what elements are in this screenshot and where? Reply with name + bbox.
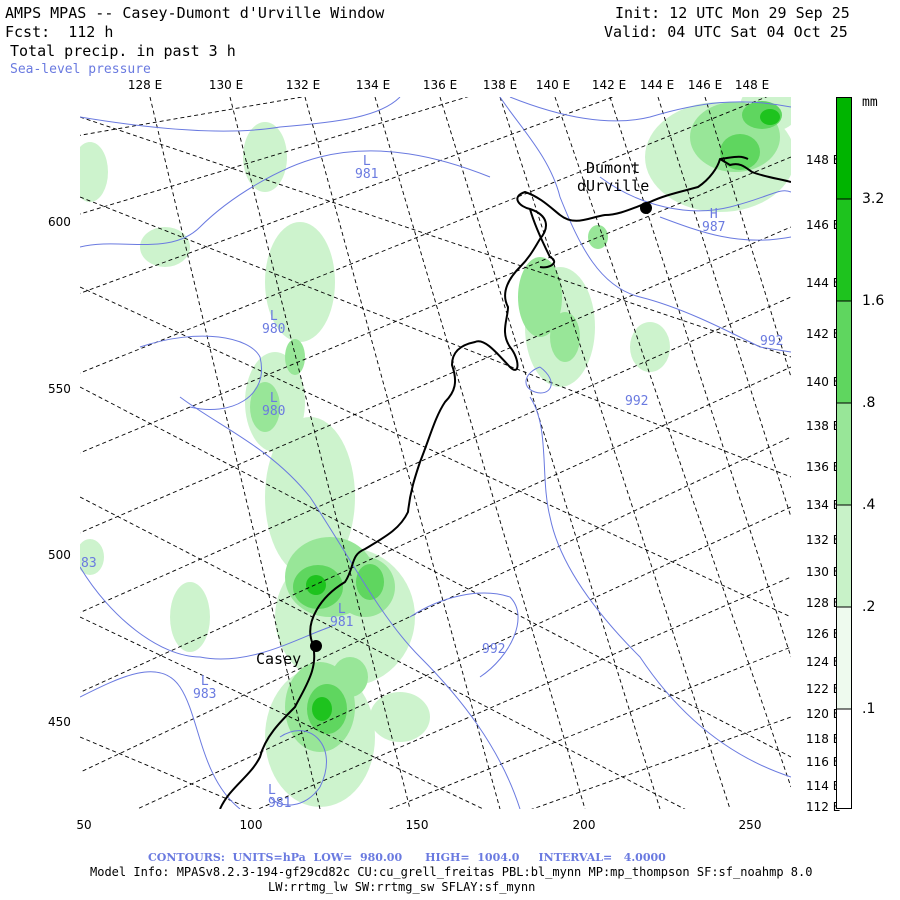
lon-label: 120 E — [806, 707, 841, 721]
colorbar-level: .8 — [862, 395, 876, 411]
colorbar-frame — [836, 97, 852, 809]
lon-label: 128 E — [127, 78, 163, 92]
lon-label: 136 E — [806, 460, 841, 474]
y-tick-label: 500 — [48, 548, 71, 562]
model-info: Model Info: MPASv8.2.3-194-gf29cd82c CU:… — [90, 865, 813, 879]
lon-label: 138 E — [806, 419, 841, 433]
lon-label: 126 E — [806, 627, 841, 641]
colorbar-bin — [836, 97, 852, 199]
lon-label: 148 E — [734, 78, 770, 92]
pressure-label: L 981 — [268, 783, 292, 811]
lon-label: 136 E — [422, 78, 458, 92]
pressure-label: L 981 — [355, 154, 379, 182]
overlay-name: Sea-level pressure — [10, 62, 151, 77]
lon-label: 114 E — [806, 779, 841, 793]
x-tick-label: 150 — [405, 818, 429, 832]
colorbar-level: 1.6 — [862, 293, 885, 309]
pressure-label: L 980 — [262, 309, 286, 337]
lon-label: 134 E — [355, 78, 391, 92]
colorbar-bin — [836, 199, 852, 301]
pressure-label: 992 — [760, 334, 784, 349]
y-tick-label: 600 — [48, 215, 71, 229]
lon-label: 132 E — [806, 533, 841, 547]
dumont-station-marker — [640, 202, 652, 214]
lon-label: 140 E — [806, 375, 841, 389]
colorbar-bin — [836, 709, 852, 809]
colorbar-level: .4 — [862, 497, 876, 513]
pressure-label: H 987 — [702, 207, 726, 235]
x-tick-label: 50 — [76, 818, 92, 832]
lon-label: 128 E — [806, 596, 841, 610]
casey-label: Casey — [256, 650, 302, 668]
x-tick-label: 250 — [738, 818, 762, 832]
lon-label: 144 E — [639, 78, 675, 92]
colorbar-bin — [836, 301, 852, 403]
colorbar-bin — [836, 505, 852, 607]
graticule — [80, 97, 791, 809]
lon-label: 130 E — [806, 565, 841, 579]
colorbar — [836, 97, 852, 809]
lon-label: 134 E — [806, 498, 841, 512]
lon-label: 112 E — [806, 800, 841, 814]
map-title: AMPS MPAS -- Casey-Dumont d'Urville Wind… — [5, 4, 385, 22]
lon-label: 142 E — [591, 78, 627, 92]
lon-label: 116 E — [806, 755, 841, 769]
precip-map — [80, 97, 791, 809]
lon-label: 146 E — [687, 78, 723, 92]
dumont-label: Dumont dUrville — [577, 159, 650, 195]
pressure-label: L 981 — [330, 602, 354, 630]
x-tick-label: 100 — [239, 818, 263, 832]
coastline — [219, 155, 791, 809]
init-time: Init: 12 UTC Mon 29 Sep 25 — [615, 4, 850, 22]
colorbar-bin — [836, 403, 852, 505]
colorbar-level: .2 — [862, 599, 876, 615]
lon-label: 148 E — [806, 153, 841, 167]
colorbar-level: 3.2 — [862, 191, 885, 207]
x-tick-label: 200 — [572, 818, 596, 832]
lon-label: 132 E — [285, 78, 321, 92]
field-name: Total precip. in past 3 h — [10, 42, 236, 60]
pressure-label: 83 — [81, 556, 97, 571]
pressure-label: L 980 — [262, 391, 286, 419]
lon-label: 122 E — [806, 682, 841, 696]
y-tick-label: 550 — [48, 382, 71, 396]
forecast-hour: Fcst: 112 h — [5, 23, 114, 41]
lon-label: 140 E — [535, 78, 571, 92]
colorbar-units: mm — [862, 95, 878, 110]
lon-label: 130 E — [208, 78, 244, 92]
pressure-label: L 983 — [193, 674, 217, 702]
contour-info: CONTOURS: UNITS=hPa LOW= 980.00 HIGH= 10… — [148, 851, 666, 864]
pressure-label: 992 — [625, 394, 649, 409]
valid-time: Valid: 04 UTC Sat 04 Oct 25 — [604, 23, 848, 41]
lon-label: 118 E — [806, 732, 841, 746]
pressure-label: 992 — [482, 642, 506, 657]
lon-label: 144 E — [806, 276, 841, 290]
lon-label: 142 E — [806, 327, 841, 341]
map-background — [80, 97, 791, 809]
casey-station-marker — [310, 640, 322, 652]
lon-label: 146 E — [806, 218, 841, 232]
physics-info: LW:rrtmg_lw SW:rrtmg_sw SFLAY:sf_mynn — [268, 880, 536, 894]
slp-contours — [80, 97, 791, 809]
colorbar-bin — [836, 607, 852, 709]
lon-label: 138 E — [482, 78, 518, 92]
colorbar-level: .1 — [862, 701, 876, 717]
lon-label: 124 E — [806, 655, 841, 669]
y-tick-label: 450 — [48, 715, 71, 729]
